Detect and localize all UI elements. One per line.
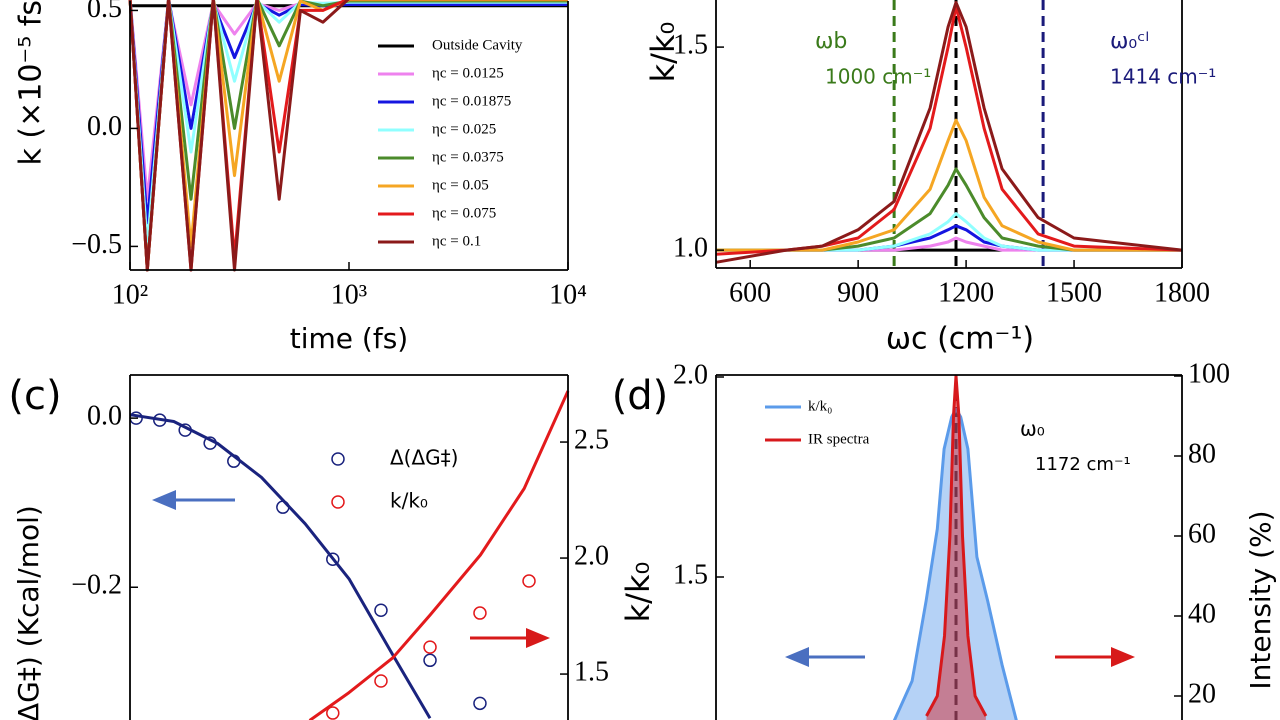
legend-label: ηc = 0.1 [432,233,481,249]
series-line [892,407,1018,720]
y-tick-label: 0.0 [87,111,122,142]
data-point [326,706,340,720]
arrow-head [526,628,550,648]
legend-swatch [331,495,345,509]
y-axis-label: k/k₀ [644,22,682,83]
legend-label: Δ(ΔG‡) [390,446,458,470]
data-point [374,674,388,688]
x-tick-label: 10³ [331,279,367,310]
y2-tick-label: 1.5 [574,656,609,687]
panel-label: (d) [612,373,669,419]
legend-label: ηc = 0.0375 [432,149,504,165]
panel: −0.2 0.0 1.5 2.0 2.5 ΔG‡) (Kcal/mol) k/k₀ (c) Δ(… [8,373,657,720]
data-point [423,653,437,668]
y-tick-label: 0.5 [87,0,122,24]
series-line [716,167,1182,252]
y-tick-label: 0.0 [87,401,122,432]
data-point [473,696,487,711]
y2-axis-label: k/k₀ [619,562,657,623]
arrows [152,490,1135,667]
y2-tick-label: 2.0 [574,540,609,571]
series-line [129,413,432,720]
panel-label: (c) [8,373,61,419]
area-fill [926,376,986,720]
annotation: ω₀ [1020,417,1045,441]
arrow-head [152,490,176,510]
y2-tick-label: 2.5 [574,424,609,455]
annotation: ω₀ᶜˡ [1110,29,1149,54]
y-tick-label: 2.0 [673,359,708,390]
y-tick-label: 1.5 [673,559,708,590]
annotation: 1414 cm⁻¹ [1110,65,1216,89]
legend-label: IR spectra [808,431,870,447]
y-tick-label: −0.2 [71,570,122,601]
annotation: ωb [815,29,847,54]
y-axis-label: ΔG‡) (Kcal/mol) [12,505,45,720]
y2-tick-label: 20 [1188,678,1216,709]
panel: 10² 10³ 10⁴ −0.5 0.0 0.5 time (fs) k (×10⁻⁵ fs O… [14,0,587,355]
annotation: 1000 cm⁻¹ [825,65,931,89]
legend-swatch [331,452,345,466]
y-tick-label: −0.5 [71,229,122,260]
series-line [308,390,570,720]
series-line [716,118,1182,252]
x-tick-label: 600 [729,277,771,308]
legend-label: ηc = 0.05 [432,177,489,193]
x-tick-label: 1500 [1046,277,1102,308]
data-point [326,552,340,567]
y2-tick-label: 60 [1188,518,1216,549]
x-tick-label: 10² [112,279,148,310]
legend-label: ηc = 0.075 [432,205,496,221]
y2-tick-label: 80 [1188,438,1216,469]
legend-label: k/k₀ [390,489,428,513]
y-axis-label: k (×10⁻⁵ fs [14,0,49,166]
y-tick-label: 1.5 [673,30,708,61]
data-point [374,603,388,617]
series-line [716,212,1182,252]
y-tick-label: 1.0 [673,233,708,264]
data-point [473,606,487,620]
x-tick-label: 10⁴ [549,279,587,310]
series-line [925,374,988,717]
series-line [715,0,1183,264]
y2-tick-label: 100 [1188,358,1230,389]
panel: 600 900 1200 1500 1800 1.0 1.5 ωc (cm⁻¹) k/k₀ ωb 1… [644,0,1216,357]
area-fill [894,409,1017,720]
y2-axis-label: Intensity (%) [1244,510,1277,689]
legend-label: k/k₀ [808,398,832,414]
data-point [423,640,437,654]
panel: 1.5 2.0 20 40 60 80 100 Intensity (%) (d) ω₀ 1172 … [612,358,1277,720]
x-tick-label: 900 [837,277,879,308]
data-point [522,574,536,588]
arrow-head [785,647,809,667]
x-axis-label: time (fs) [290,322,408,355]
x-tick-label: 1800 [1154,277,1210,308]
legend-label: Outside Cavity [432,37,523,53]
x-axis-label: ωc (cm⁻¹) [886,322,1034,357]
legend-label: ηc = 0.01875 [432,93,511,109]
arrow-head [1111,647,1135,667]
legend-label: ηc = 0.025 [432,121,496,137]
annotation: 1172 cm⁻¹ [1035,454,1131,475]
legend-label: ηc = 0.0125 [432,65,504,81]
x-tick-label: 1200 [938,277,994,308]
y2-tick-label: 40 [1188,598,1216,629]
